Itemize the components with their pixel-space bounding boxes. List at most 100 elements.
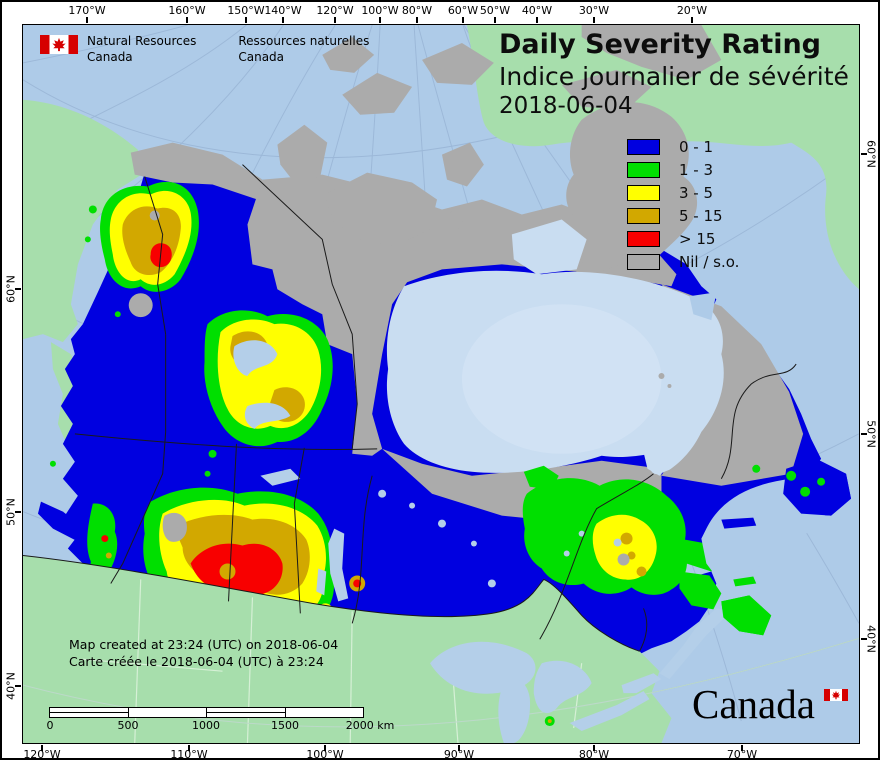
map-date: 2018-06-04 <box>499 93 633 119</box>
scale-segment <box>285 708 363 717</box>
tick <box>15 288 21 290</box>
scale-label: 1000 <box>192 719 220 732</box>
ungava-bay <box>689 292 717 321</box>
title-block: Daily Severity Rating Indice journalier … <box>499 29 849 120</box>
lat-label: 40°N <box>864 625 878 653</box>
map-title-en: Daily Severity Rating <box>499 29 822 60</box>
lon-label: 100°W <box>361 4 399 17</box>
lon-label: 170°W <box>68 4 106 17</box>
alaska <box>23 99 145 343</box>
dept-name-en: Natural Resources Canada <box>87 34 197 64</box>
legend-label: 1 - 3 <box>679 161 714 179</box>
banks-island <box>277 124 328 183</box>
tick <box>188 745 190 751</box>
lon-label: 40°W <box>521 4 553 17</box>
victoria-island <box>324 172 438 247</box>
legend-swatch-5-15 <box>627 208 660 224</box>
creation-note-fr: Carte créée le 2018-06-04 (UTC) à 23:24 <box>69 654 324 669</box>
tick <box>494 17 496 23</box>
lon-label: 100°W <box>306 748 344 760</box>
tick <box>741 745 743 751</box>
severity-bc-strip <box>49 460 177 579</box>
legend-label: 0 - 1 <box>679 138 714 156</box>
lat-label: 50°N <box>864 420 878 448</box>
scale-label: 500 <box>117 719 139 732</box>
creation-note-en: Map created at 23:24 (UTC) on 2018-06-04 <box>69 637 339 652</box>
scale-label: 1500 <box>271 719 299 732</box>
tick <box>334 17 336 23</box>
vancouver-island <box>37 501 85 542</box>
gulf-islands <box>544 458 852 727</box>
lon-label: 160°W <box>168 4 206 17</box>
sk-mb-border <box>293 447 305 614</box>
dept-name-fr: Ressources naturelles Canada <box>238 34 370 64</box>
tick <box>282 17 284 23</box>
legend-swatch-0-1 <box>627 139 660 155</box>
lon-label: 30°W <box>578 4 610 17</box>
legend-swatch-3-5 <box>627 185 660 201</box>
lake-athabasca <box>260 468 301 486</box>
lakes <box>260 468 832 743</box>
legend-swatch-1-3 <box>627 162 660 178</box>
great-slave-lake <box>244 402 291 429</box>
tick <box>416 17 418 23</box>
tick <box>691 17 693 23</box>
canada-wordmark: Canada <box>692 681 815 727</box>
mountain-park-nil <box>162 512 187 542</box>
severity-yukon-cluster <box>84 181 199 318</box>
creation-note: Map created at 23:24 (UTC) on 2018-06-04… <box>69 636 338 670</box>
nrcan-header: Natural Resources Canada Ressources natu… <box>40 33 369 65</box>
tick <box>379 17 381 23</box>
us-border <box>23 555 640 652</box>
lon-label: 110°W <box>170 748 208 760</box>
legend-label: Nil / s.o. <box>679 253 740 271</box>
bc-ab-border <box>110 334 167 584</box>
lon-label: 150°W <box>227 4 265 17</box>
scale-segment <box>50 708 129 717</box>
lon-label: 90°W <box>443 748 475 760</box>
scale-segment <box>207 708 286 717</box>
lon-label: 70°W <box>726 748 758 760</box>
lat-label: 60°N <box>864 140 878 168</box>
canada-flag-icon <box>40 35 78 54</box>
tick <box>458 745 460 751</box>
legend-swatch-over-15 <box>627 231 660 247</box>
severity-greatbear-cluster <box>204 310 333 477</box>
tick <box>15 511 21 513</box>
tick <box>245 17 247 23</box>
tick <box>861 433 867 435</box>
lon-label: 120°W <box>316 4 354 17</box>
legend-swatch-nil <box>627 254 660 270</box>
st-lawrence <box>659 608 732 680</box>
tick <box>186 17 188 23</box>
nova-scotia <box>721 595 772 636</box>
lon-label: 80°W <box>401 4 433 17</box>
lake-winnipeg <box>328 528 349 602</box>
foxe-basin <box>511 219 587 275</box>
map-canvas <box>22 24 860 744</box>
tick <box>324 745 326 751</box>
lon-label: 50°W <box>479 4 511 17</box>
new-brunswick-green <box>679 571 722 610</box>
nil-circles <box>128 293 153 318</box>
lon-label: 140°W <box>264 4 302 17</box>
belcher-islands <box>658 373 665 380</box>
lon-label: 60°W <box>447 4 479 17</box>
legend-label: > 15 <box>679 230 716 248</box>
severity-map <box>23 25 859 743</box>
arctic-coast-strip <box>130 142 263 200</box>
devon-island <box>561 69 652 110</box>
tick <box>86 17 88 23</box>
legend-label: 3 - 5 <box>679 184 714 202</box>
hudson-bay <box>386 219 724 476</box>
tick <box>861 153 867 155</box>
lat-label: 40°N <box>4 672 18 700</box>
yt-nt-border <box>144 176 167 335</box>
nt-nu-border <box>242 164 358 449</box>
me-nb-border <box>639 608 648 652</box>
tick <box>15 685 21 687</box>
on-qc-border <box>539 473 654 640</box>
lat-label: 60°N <box>4 275 18 303</box>
sixty-north <box>74 433 378 450</box>
